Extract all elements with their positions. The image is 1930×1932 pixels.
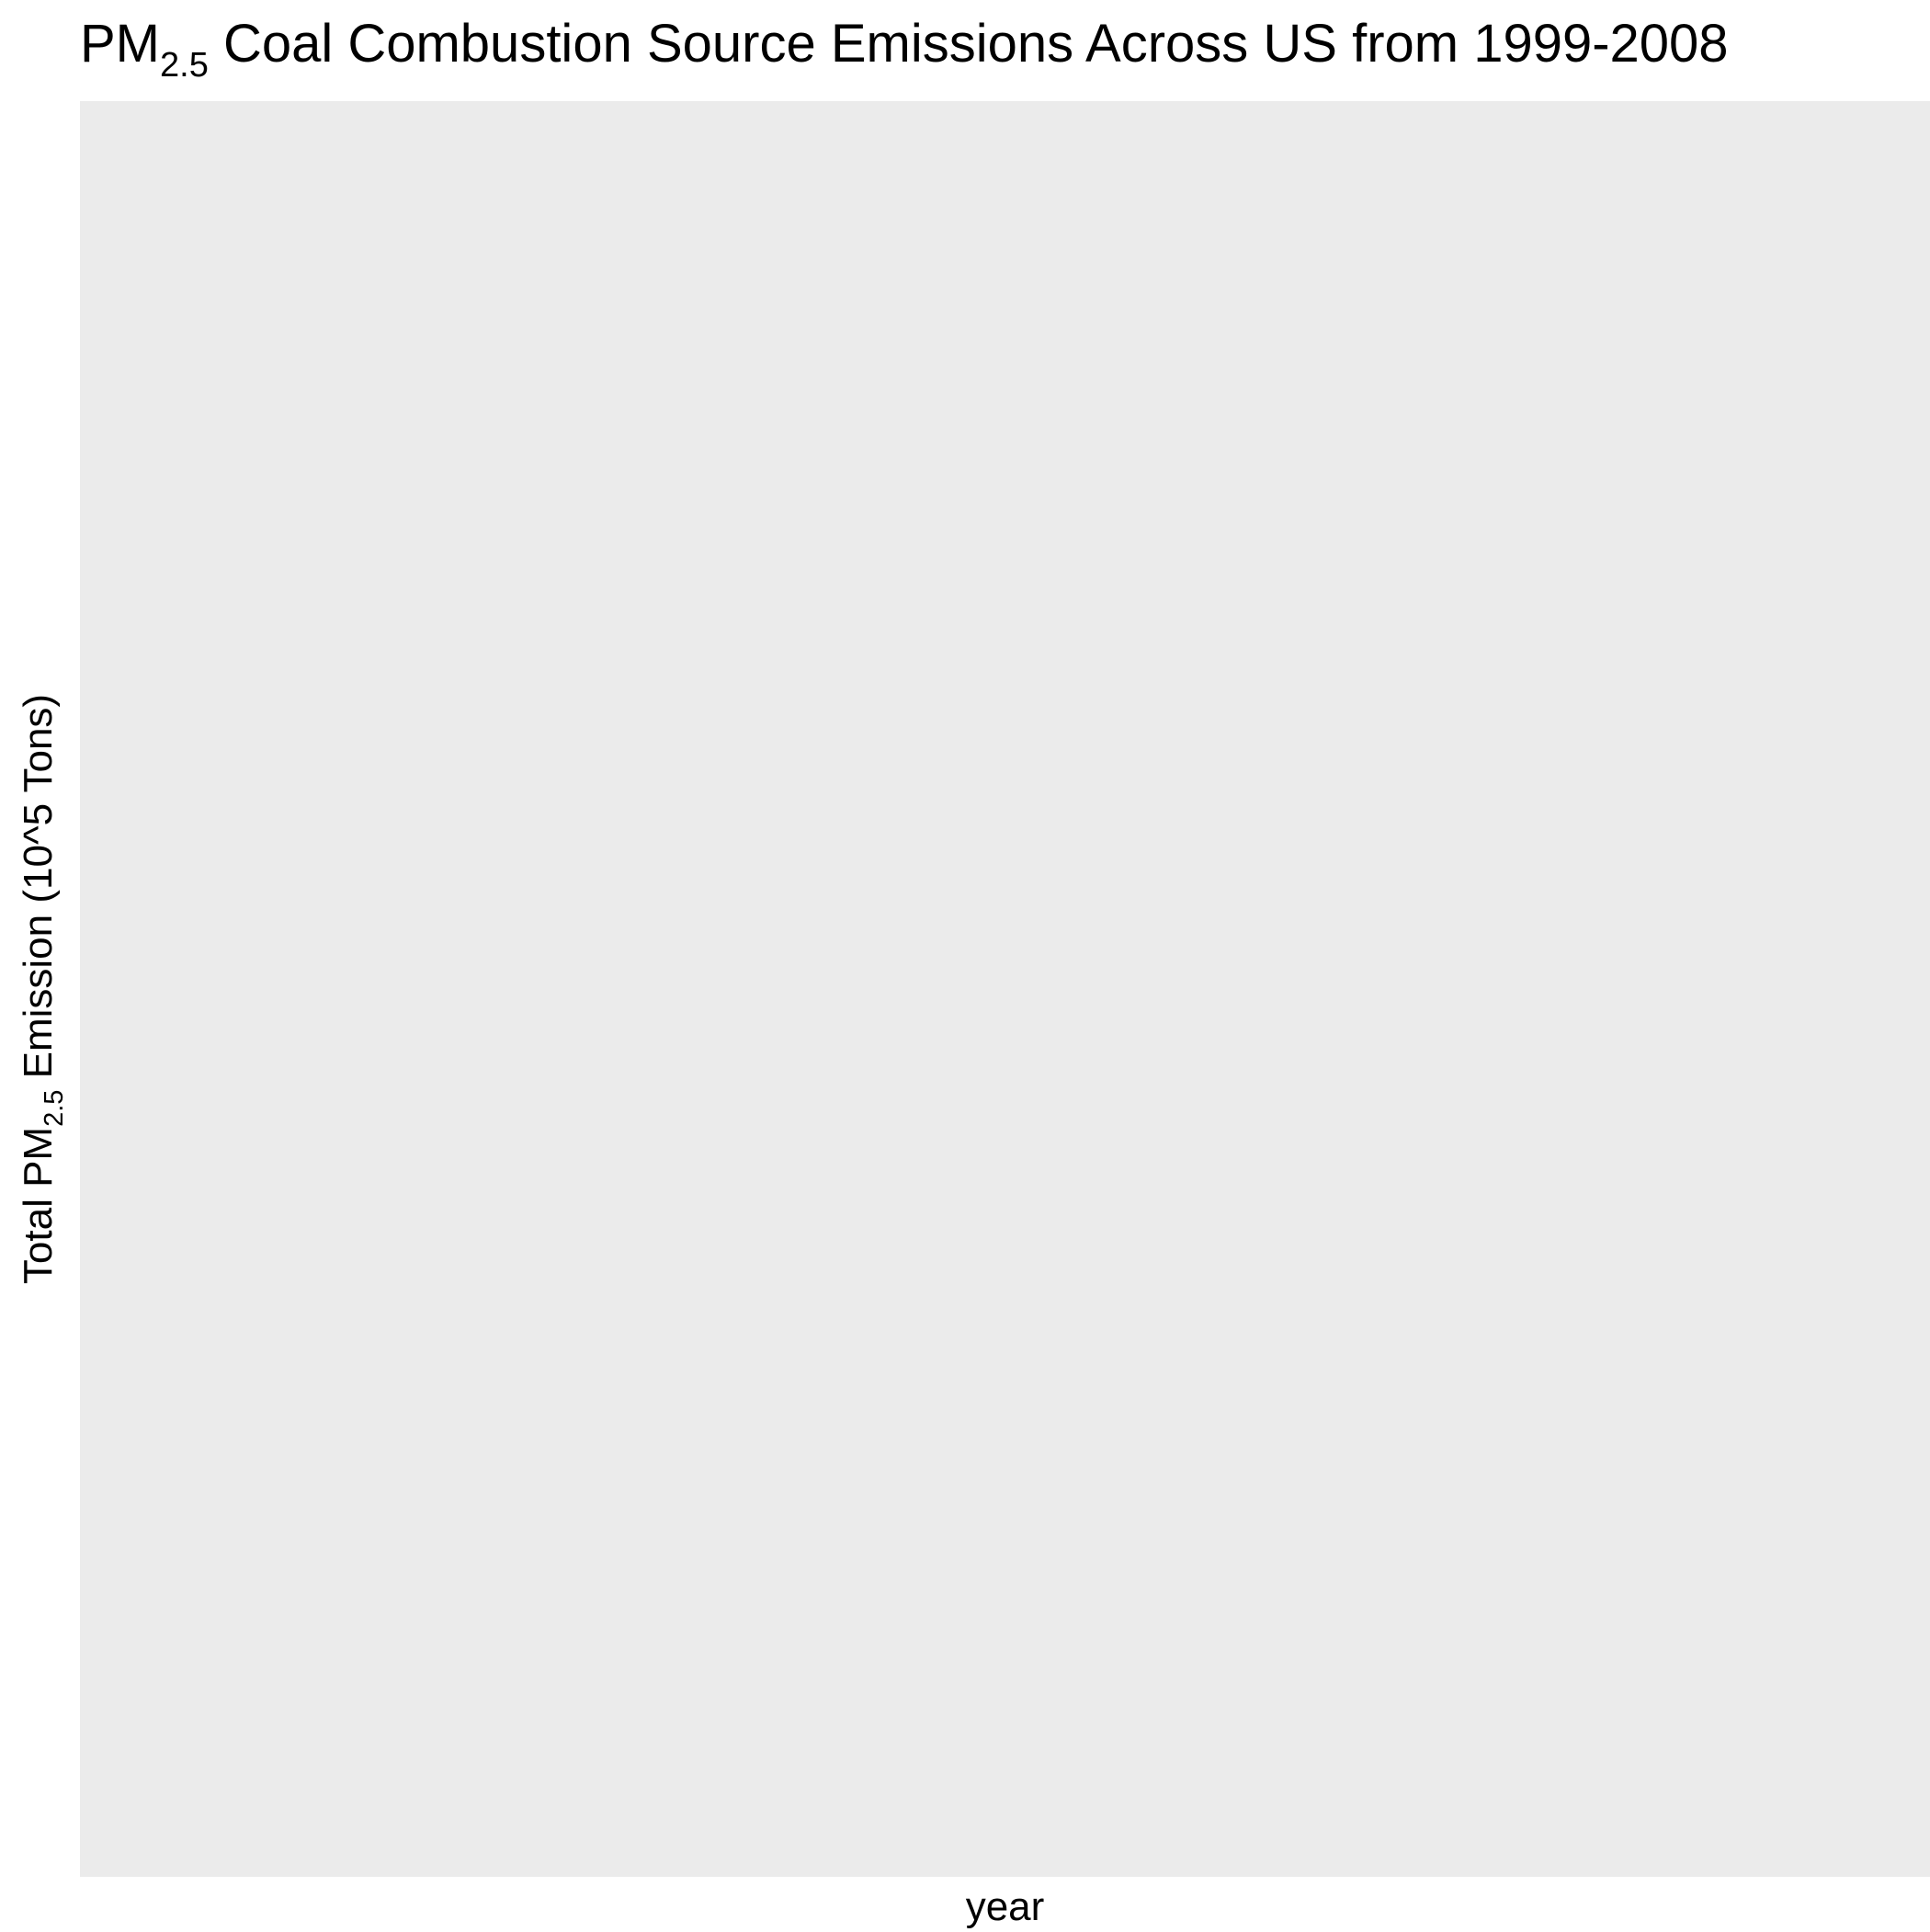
y-axis-label-area: Total PM2.5 Emission (10^5 Tons)	[0, 101, 77, 1877]
y-axis-label-prefix: Total PM	[16, 1126, 61, 1285]
y-axis-label-suffix: Emission (10^5 Tons)	[16, 693, 61, 1090]
chart-title-prefix: PM	[80, 14, 160, 74]
chart-title: PM2.5 Coal Combustion Source Emissions A…	[80, 7, 1729, 83]
chart-title-suffix: Coal Combustion Source Emissions Across …	[208, 14, 1729, 74]
x-axis-label: year	[965, 1884, 1045, 1929]
chart-title-subscript: 2.5	[160, 46, 209, 85]
y-axis-label-subscript: 2.5	[40, 1089, 69, 1127]
y-axis-label: Total PM2.5 Emission (10^5 Tons)	[14, 693, 69, 1285]
plot-panel	[80, 101, 1930, 1877]
